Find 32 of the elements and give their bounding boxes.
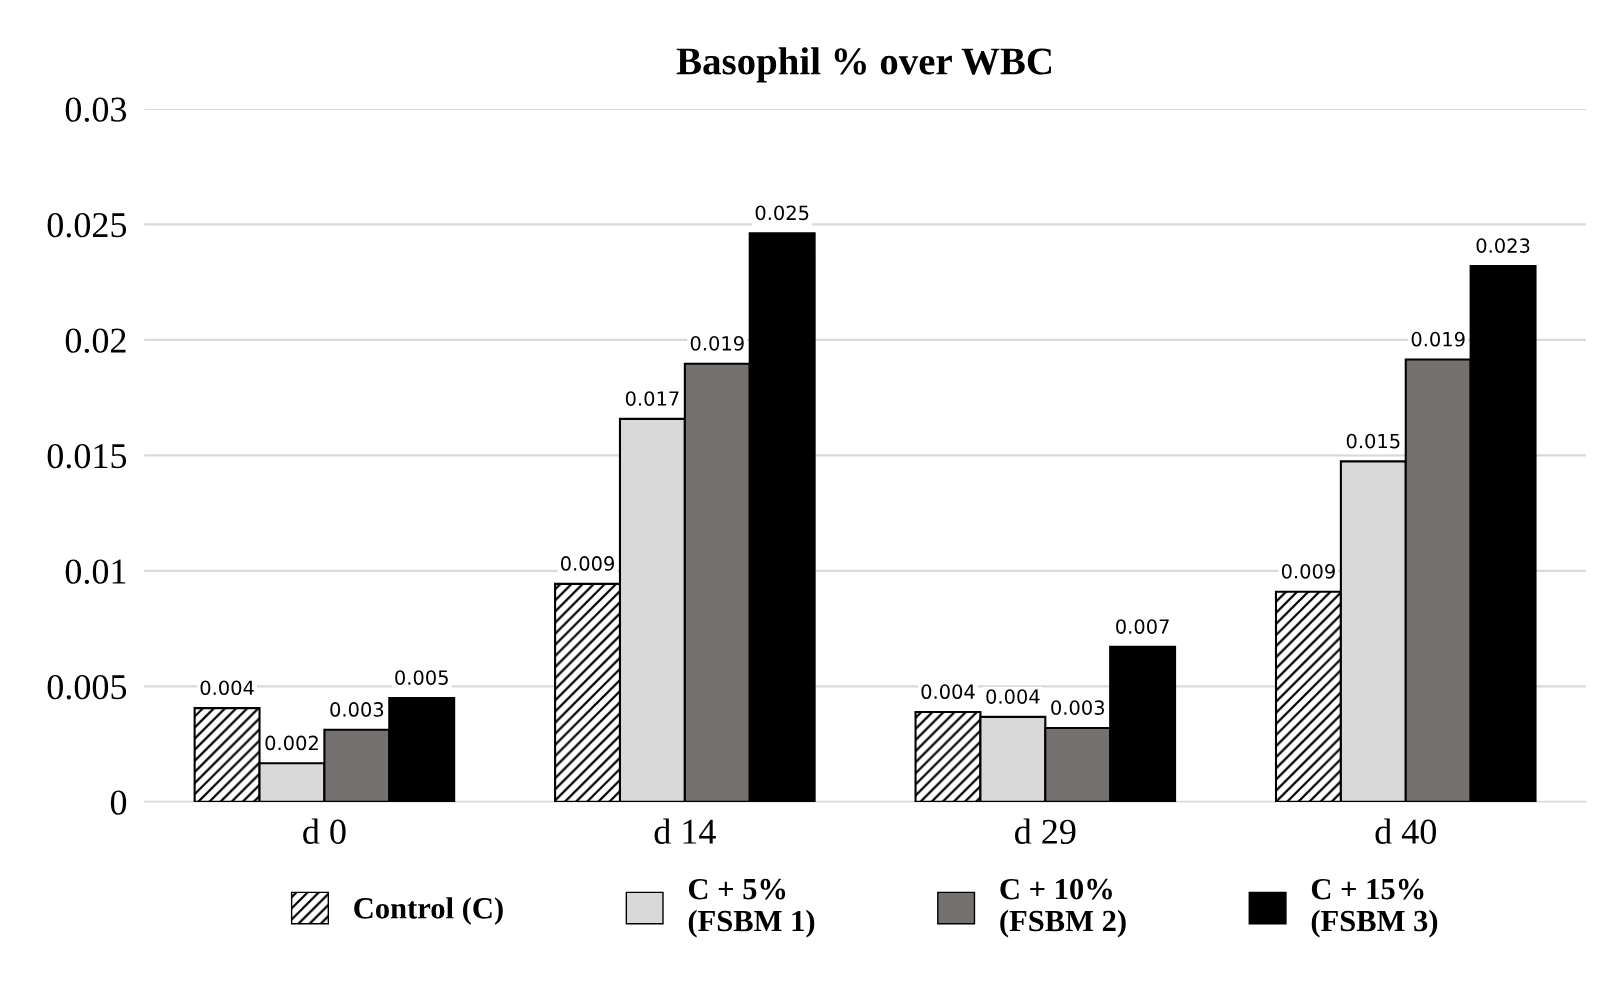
y-tick-label: 0 <box>110 790 127 815</box>
y-tick-label: 0.015 <box>47 443 127 469</box>
data-label: 0.004 <box>921 684 975 700</box>
data-label: 0.025 <box>755 205 809 221</box>
y-tick-label: 0.005 <box>47 674 127 700</box>
data-label: 0.019 <box>1411 331 1465 347</box>
legend-label: C + 5% (FSBM 1) <box>688 878 815 938</box>
x-tick-label: d 40 <box>1375 818 1436 844</box>
data-label: 0.002 <box>265 735 318 751</box>
y-tick-label: 0.02 <box>65 328 126 353</box>
data-label: 0.005 <box>395 670 448 685</box>
data-label: 0.023 <box>1476 238 1530 253</box>
data-label: 0.004 <box>986 689 1040 704</box>
data-label: 0.019 <box>690 335 744 351</box>
data-label: 0.009 <box>1281 563 1335 579</box>
legend-label: C + 15% (FSBM 3) <box>1311 878 1438 938</box>
y-tick-label: 0.025 <box>47 212 127 238</box>
data-label: 0.015 <box>1346 433 1400 449</box>
legend-label: C + 10% (FSBM 2) <box>1000 878 1126 938</box>
data-label: 0.004 <box>200 680 254 696</box>
data-label: 0.007 <box>1116 619 1169 634</box>
chart-title: Basophil % over WBC <box>676 47 1052 83</box>
data-label: 0.009 <box>560 556 614 571</box>
y-tick-label: 0.01 <box>65 559 126 584</box>
data-label: 0.003 <box>330 702 384 717</box>
y-tick-label: 0.03 <box>65 97 127 122</box>
x-tick-label: d 29 <box>1015 818 1076 844</box>
legend-label: Control (C) <box>354 897 503 925</box>
x-tick-label: d 0 <box>303 818 346 844</box>
data-label: 0.017 <box>625 391 679 406</box>
x-tick-label: d 14 <box>654 818 716 844</box>
data-label: 0.003 <box>1051 700 1105 715</box>
